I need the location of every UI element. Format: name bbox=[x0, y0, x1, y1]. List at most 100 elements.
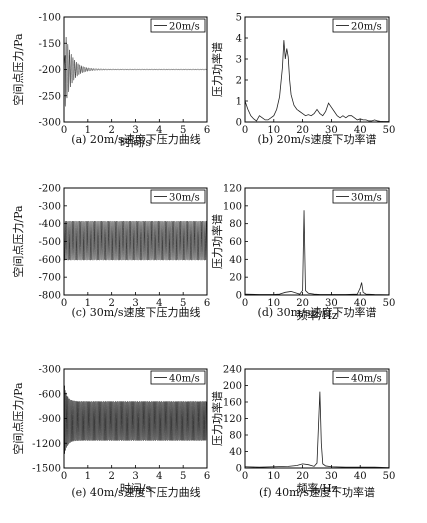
x-tick-label: 40 bbox=[354, 298, 367, 309]
x-tick-label: 0 bbox=[61, 471, 67, 482]
legend-box bbox=[150, 370, 206, 385]
series-line bbox=[244, 391, 390, 468]
y-tick-label: 5 bbox=[236, 13, 242, 24]
y-axis-label: 压力功率谱 bbox=[210, 391, 224, 446]
y-tick-label: -200 bbox=[39, 65, 61, 76]
plot-frame bbox=[244, 16, 390, 123]
x-tick-label: 30 bbox=[325, 125, 338, 136]
x-tick-label: 1 bbox=[85, 125, 91, 136]
panel-caption: (e) 40m/s速度下压力曲线 bbox=[71, 485, 200, 499]
y-tick-label: -300 bbox=[39, 201, 61, 212]
panel-c: 0 1 2 3 4 5 6 -800 -700 -600 -500 -400 -300 -200 空间点压力… bbox=[11, 184, 210, 320]
x-tick-label: 30 bbox=[325, 471, 338, 482]
panel-d: 0 10 20 30 40 50 0 20 40 60 80 100 120 频率/Hz 压力功率谱 30m/… bbox=[210, 184, 395, 323]
x-axis-label: 时间/s bbox=[120, 136, 152, 149]
legend-label: 40m/s bbox=[169, 374, 200, 385]
x-tick-label: 0 bbox=[61, 125, 67, 136]
legend-label: 20m/s bbox=[351, 22, 382, 33]
y-tick-label: -500 bbox=[39, 237, 61, 248]
y-tick-label: 120 bbox=[223, 184, 242, 195]
y-tick-label: 4 bbox=[236, 34, 242, 45]
y-axis-label: 空间点压力/Pa bbox=[11, 33, 25, 106]
y-tick-label: -200 bbox=[39, 184, 61, 195]
y-tick-label: -150 bbox=[39, 39, 61, 50]
series-line bbox=[63, 220, 208, 261]
y-axis-label: 压力功率谱 bbox=[210, 42, 224, 97]
x-tick-label: 0 bbox=[61, 298, 67, 309]
x-tick-label: 3 bbox=[132, 125, 138, 136]
legend-label: 30m/s bbox=[351, 193, 382, 204]
x-tick-label: 10 bbox=[267, 471, 280, 482]
y-tick-label: 1 bbox=[236, 97, 242, 108]
y-tick-label: -300 bbox=[39, 118, 61, 129]
x-axis-label: 频率/Hz bbox=[296, 308, 337, 322]
x-tick-label: 40 bbox=[354, 125, 367, 136]
y-tick-label: -900 bbox=[39, 414, 61, 425]
y-tick-label: 0 bbox=[236, 464, 242, 475]
y-tick-label: -700 bbox=[39, 273, 61, 284]
y-axis-label: 空间点压力/Pa bbox=[11, 382, 25, 455]
series-line bbox=[63, 385, 208, 454]
legend-box bbox=[332, 370, 388, 385]
x-tick-label: 20 bbox=[296, 125, 309, 136]
series-line bbox=[244, 40, 389, 122]
y-tick-label: 0 bbox=[236, 291, 242, 302]
panel-caption: (a) 20m/s速度下压力曲线 bbox=[71, 132, 200, 146]
y-tick-label: -100 bbox=[39, 13, 61, 24]
x-tick-label: 1 bbox=[85, 471, 91, 482]
y-axis-label: 压力功率谱 bbox=[210, 214, 224, 269]
x-tick-label: 50 bbox=[383, 298, 396, 309]
series-line bbox=[244, 210, 390, 296]
x-tick-label: 50 bbox=[383, 471, 396, 482]
panel-caption: (f) 40m/s速度下功率谱 bbox=[259, 485, 375, 499]
panel-f: 0 10 20 30 40 50 0 40 80 120 160 200 240 频率/Hz 压力功率谱 40… bbox=[210, 365, 395, 500]
x-tick-label: 5 bbox=[180, 471, 186, 482]
y-tick-label: 40 bbox=[229, 447, 242, 458]
y-tick-label: -250 bbox=[39, 91, 61, 102]
x-tick-label: 4 bbox=[156, 125, 162, 136]
plot-frame bbox=[244, 187, 390, 296]
y-tick-label: -600 bbox=[39, 389, 61, 400]
x-tick-label: 2 bbox=[108, 471, 114, 482]
y-tick-label: -400 bbox=[39, 219, 61, 230]
x-axis-label: 频率/Hz bbox=[296, 481, 337, 495]
legend-box bbox=[150, 18, 206, 33]
y-tick-label: -600 bbox=[39, 255, 61, 266]
x-tick-label: 10 bbox=[267, 298, 280, 309]
y-tick-label: 100 bbox=[223, 201, 242, 212]
panel-caption: (b) 20m/s速度下功率谱 bbox=[258, 132, 377, 146]
panel-a: 0 1 2 3 4 5 6 -300 -250 -200 -150 -100 时间/s 空间点压力/Pa 2… bbox=[11, 13, 210, 150]
x-tick-label: 0 bbox=[242, 298, 248, 309]
x-tick-label: 30 bbox=[325, 298, 338, 309]
x-tick-label: 3 bbox=[132, 298, 138, 309]
panel-b: 0 10 20 30 40 50 0 1 2 3 4 5 压力功率谱 20m/s (b) 20m/s速度下功… bbox=[210, 13, 395, 147]
y-tick-label: 2 bbox=[236, 76, 242, 87]
x-tick-label: 2 bbox=[108, 298, 114, 309]
x-tick-label: 6 bbox=[204, 471, 210, 482]
legend-box bbox=[332, 18, 388, 33]
x-tick-label: 0 bbox=[242, 471, 248, 482]
panel-e: 0 1 2 3 4 5 6 -1500 -1200 -900 -600 -300 时间/s 空间点压力/P… bbox=[11, 365, 210, 500]
x-tick-label: 1 bbox=[85, 298, 91, 309]
y-tick-label: 20 bbox=[229, 273, 242, 284]
x-tick-label: 40 bbox=[354, 471, 367, 482]
y-tick-label: 0 bbox=[236, 118, 242, 129]
x-axis-label: 时间/s bbox=[120, 482, 152, 495]
x-tick-label: 20 bbox=[296, 471, 309, 482]
y-tick-label: 160 bbox=[223, 398, 242, 409]
y-tick-label: 60 bbox=[229, 237, 242, 248]
y-axis-label: 空间点压力/Pa bbox=[11, 205, 25, 278]
x-tick-label: 4 bbox=[156, 471, 162, 482]
y-tick-label: -1500 bbox=[32, 464, 61, 475]
y-tick-label: 200 bbox=[223, 381, 242, 392]
y-tick-label: 240 bbox=[223, 365, 242, 376]
legend-label: 20m/s bbox=[169, 22, 200, 33]
x-tick-label: 6 bbox=[204, 298, 210, 309]
x-tick-label: 10 bbox=[267, 125, 280, 136]
x-tick-label: 3 bbox=[132, 471, 138, 482]
x-tick-label: 2 bbox=[108, 125, 114, 136]
x-tick-label: 50 bbox=[383, 125, 396, 136]
y-tick-label: 3 bbox=[236, 55, 242, 66]
x-tick-label: 5 bbox=[180, 298, 186, 309]
